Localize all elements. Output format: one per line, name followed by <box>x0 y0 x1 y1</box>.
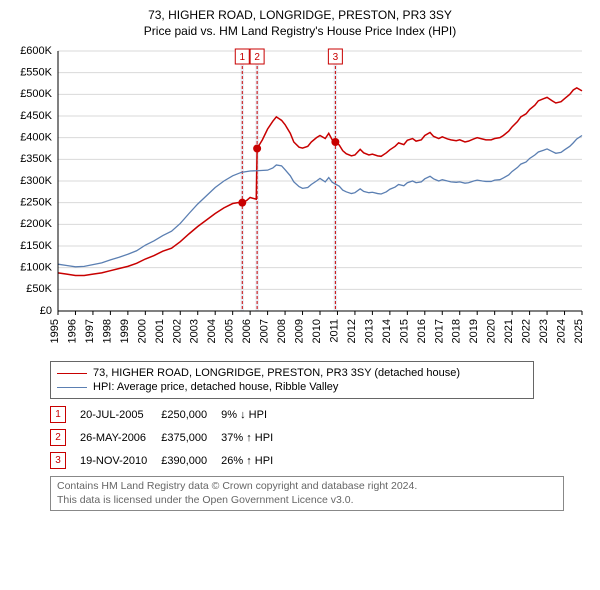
y-tick-label: £0 <box>40 305 52 317</box>
x-tick-label: 1997 <box>84 319 96 343</box>
x-tick-label: 2022 <box>521 319 533 343</box>
legend-box: 73, HIGHER ROAD, LONGRIDGE, PRESTON, PR3… <box>50 361 534 399</box>
attribution-line-1: Contains HM Land Registry data © Crown c… <box>57 480 557 494</box>
sale-num: 3 <box>50 449 80 472</box>
x-tick-label: 2014 <box>381 319 393 343</box>
y-tick-label: £350K <box>20 153 52 165</box>
sales-table: 1 20-JUL-2005£250,0009% ↓ HPI 2 26-MAY-2006… <box>50 403 287 472</box>
x-tick-label: 2010 <box>311 319 323 343</box>
sale-num: 2 <box>50 426 80 449</box>
x-tick-label: 2015 <box>398 319 410 343</box>
x-tick-label: 2001 <box>154 319 166 343</box>
sale-row: 1 20-JUL-2005£250,0009% ↓ HPI <box>50 403 287 426</box>
x-tick-label: 1995 <box>49 319 61 343</box>
y-tick-label: £600K <box>20 45 52 57</box>
sale-marker-num: 1 <box>239 52 245 63</box>
legend-label: 73, HIGHER ROAD, LONGRIDGE, PRESTON, PR3… <box>93 367 460 379</box>
x-tick-label: 2025 <box>573 319 585 343</box>
x-tick-label: 2021 <box>503 319 515 343</box>
x-tick-label: 2007 <box>259 319 271 343</box>
y-tick-label: £500K <box>20 88 52 100</box>
x-tick-label: 2020 <box>486 319 498 343</box>
sale-marker-num: 2 <box>254 52 260 63</box>
sale-diff: 9% ↓ HPI <box>221 403 287 426</box>
y-tick-label: £450K <box>20 110 52 122</box>
x-tick-label: 2002 <box>171 319 183 343</box>
sale-price: £390,000 <box>161 449 221 472</box>
x-tick-label: 2016 <box>416 319 428 343</box>
y-tick-label: £550K <box>20 67 52 79</box>
sale-price: £250,000 <box>161 403 221 426</box>
sale-price: £375,000 <box>161 426 221 449</box>
x-tick-label: 2024 <box>556 319 568 343</box>
x-tick-label: 2013 <box>363 319 375 343</box>
legend-swatch <box>57 373 87 374</box>
y-tick-label: £300K <box>20 175 52 187</box>
y-tick-label: £200K <box>20 218 52 230</box>
sale-diff: 37% ↑ HPI <box>221 426 287 449</box>
legend-label: HPI: Average price, detached house, Ribb… <box>93 381 338 393</box>
x-tick-label: 2017 <box>433 319 445 343</box>
title-line-2: Price paid vs. HM Land Registry's House … <box>10 24 590 40</box>
sale-num-box: 2 <box>50 429 66 446</box>
y-tick-label: £400K <box>20 132 52 144</box>
sale-row: 3 19-NOV-2010£390,00026% ↑ HPI <box>50 449 287 472</box>
y-tick-label: £250K <box>20 197 52 209</box>
x-tick-label: 2023 <box>538 319 550 343</box>
legend-swatch <box>57 387 87 388</box>
legend-row: 73, HIGHER ROAD, LONGRIDGE, PRESTON, PR3… <box>57 366 527 380</box>
x-tick-label: 2000 <box>136 319 148 343</box>
x-tick-label: 2018 <box>451 319 463 343</box>
x-tick-label: 2006 <box>241 319 253 343</box>
x-tick-label: 2008 <box>276 319 288 343</box>
sale-num-box: 3 <box>50 452 66 469</box>
attribution-box: Contains HM Land Registry data © Crown c… <box>50 476 564 511</box>
y-tick-label: £100K <box>20 262 52 274</box>
x-tick-label: 1998 <box>101 319 113 343</box>
x-tick-label: 1999 <box>119 319 131 343</box>
sale-marker-num: 3 <box>333 52 339 63</box>
x-tick-label: 2011 <box>328 319 340 343</box>
attribution-line-2: This data is licensed under the Open Gov… <box>57 494 557 508</box>
sale-num: 1 <box>50 403 80 426</box>
x-tick-label: 2003 <box>189 319 201 343</box>
title-line-1: 73, HIGHER ROAD, LONGRIDGE, PRESTON, PR3… <box>10 8 590 24</box>
sale-date: 26-MAY-2006 <box>80 426 161 449</box>
x-tick-label: 2004 <box>206 319 218 343</box>
y-tick-label: £150K <box>20 240 52 252</box>
x-tick-label: 2012 <box>346 319 358 343</box>
legend-row: HPI: Average price, detached house, Ribb… <box>57 380 527 394</box>
sale-date: 20-JUL-2005 <box>80 403 161 426</box>
x-tick-label: 2009 <box>294 319 306 343</box>
sale-num-box: 1 <box>50 406 66 423</box>
sale-diff: 26% ↑ HPI <box>221 449 287 472</box>
y-tick-label: £50K <box>26 283 52 295</box>
x-tick-label: 1996 <box>66 319 78 343</box>
page-root: 73, HIGHER ROAD, LONGRIDGE, PRESTON, PR3… <box>0 0 600 590</box>
chart-container: £0 £50K £100K £150K £200K £250K £300K £350K £400… <box>10 45 590 355</box>
x-tick-label: 2005 <box>224 319 236 343</box>
sale-date: 19-NOV-2010 <box>80 449 161 472</box>
price-chart: £0 £50K £100K £150K £200K £250K £300K £350K £400… <box>10 45 590 355</box>
x-tick-label: 2019 <box>468 319 480 343</box>
sale-row: 2 26-MAY-2006£375,00037% ↑ HPI <box>50 426 287 449</box>
